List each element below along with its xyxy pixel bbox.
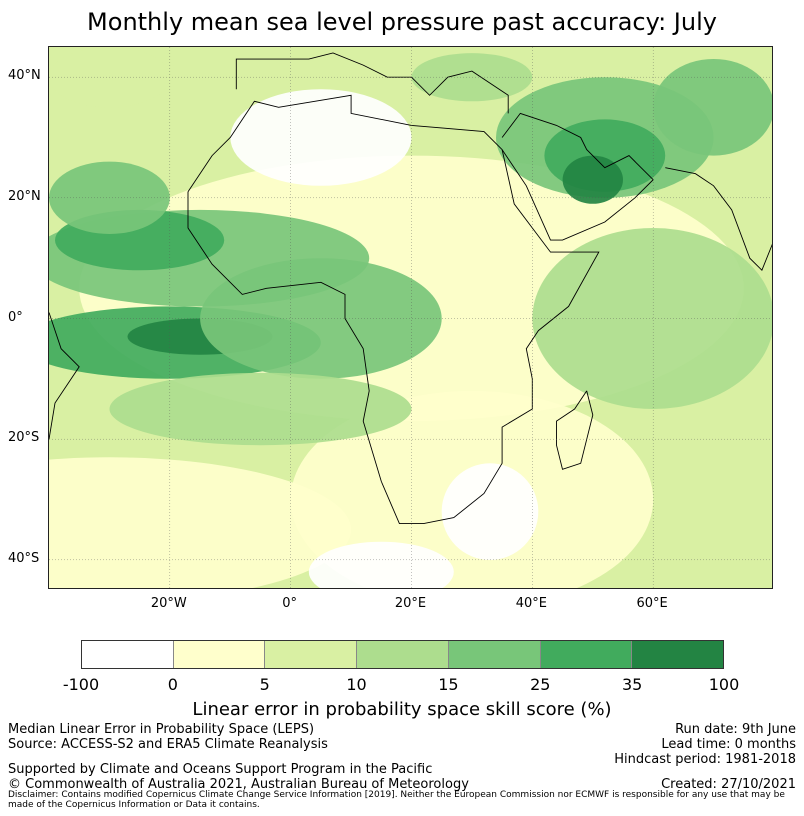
lon-label: 40°E <box>515 596 547 611</box>
lon-label: 20°W <box>150 596 187 611</box>
disclaimer: Disclaimer: Contains modified Copernicus… <box>8 790 785 810</box>
skill-score-map <box>48 46 773 589</box>
colorbar-tick-label: 35 <box>621 675 643 694</box>
lead-time: Lead time: 0 months <box>661 737 796 752</box>
skill-field-14 <box>653 59 772 156</box>
colorbar-segment <box>82 641 174 668</box>
map-title: Monthly mean sea level pressure past acc… <box>87 8 717 36</box>
colorbar-tick-label: 25 <box>530 675 551 694</box>
lat-label: 20°N <box>8 188 41 204</box>
skill-field-16 <box>109 372 412 446</box>
colorbar-tick-label: -100 <box>62 675 100 694</box>
arabia-coastline <box>501 112 654 241</box>
method-label: Median Linear Error in Probability Space… <box>8 722 315 737</box>
created-date: Created: 27/10/2021 <box>661 777 796 792</box>
skill-field-3 <box>230 89 412 186</box>
skill-field-1 <box>49 457 352 588</box>
lon-label: 20°E <box>394 596 427 611</box>
india-coastline <box>665 167 772 271</box>
skill-score-fields <box>49 47 772 588</box>
africa-coastline <box>187 94 600 525</box>
lat-label: 40°S <box>8 550 40 566</box>
map-canvas <box>49 47 772 588</box>
source-label: Source: ACCESS-S2 and ERA5 Climate Reana… <box>8 737 328 752</box>
colorbar-tick-label: 15 <box>438 675 459 694</box>
madagascar-coastline <box>556 390 594 470</box>
colorbar-segment <box>357 641 449 668</box>
skill-field-5 <box>308 541 454 588</box>
support-label: Supported by Climate and Oceans Support … <box>8 762 433 777</box>
colorbar-tick-label: 5 <box>259 675 270 694</box>
colorbar-segment <box>173 641 266 668</box>
lon-label: 0° <box>282 596 298 611</box>
graticule <box>49 47 772 588</box>
colorbar-label: Linear error in probability space skill … <box>192 699 612 720</box>
coastlines <box>49 52 772 525</box>
colorbar-segment <box>632 641 724 668</box>
skill-field-4 <box>441 463 539 560</box>
colorbar-segment <box>265 641 358 668</box>
colorbar-tick-label: 0 <box>167 675 178 694</box>
copyright: © Commonwealth of Australia 2021, Austra… <box>8 777 469 792</box>
skill-field-10 <box>200 258 442 379</box>
colorbar <box>81 640 724 669</box>
hindcast-period: Hindcast period: 1981-2018 <box>614 752 796 767</box>
lat-label: 20°S <box>8 430 40 446</box>
lat-label: 40°N <box>8 68 41 84</box>
colorbar-segment <box>540 641 633 668</box>
skill-field-19 <box>411 53 533 102</box>
colorbar-segment <box>448 641 541 668</box>
run-date: Run date: 9th June <box>675 722 796 737</box>
colorbar-tick-label: 100 <box>708 675 740 694</box>
skill-field-13 <box>562 155 623 204</box>
lon-label: 60°E <box>636 596 668 611</box>
colorbar-tick-label: 10 <box>346 675 367 694</box>
south-america-coastline <box>49 312 80 440</box>
lat-label: 0° <box>8 309 23 325</box>
europe-coastline <box>235 52 509 114</box>
